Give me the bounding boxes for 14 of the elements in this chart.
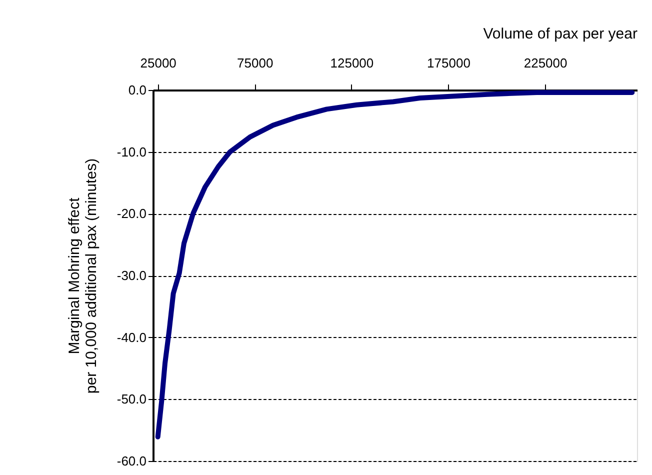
- y-tick-label: -10.0: [116, 144, 146, 160]
- y-tick-label: 0.0: [128, 82, 146, 98]
- y-tick-label: -20.0: [116, 206, 146, 222]
- x-tick-label: 175000: [427, 56, 470, 70]
- x-tick-label: 125000: [330, 56, 374, 70]
- y-tick-label: -50.0: [116, 392, 146, 407]
- y-tick-label: -40.0: [116, 330, 146, 345]
- x-tick-label: 75000: [237, 56, 274, 70]
- x-tick-label: 25000: [140, 56, 176, 70]
- y-tick-label: -60.0: [116, 454, 146, 468]
- y-tick-label: -30.0: [116, 268, 146, 283]
- x-axis-title: Volume of pax per year: [483, 26, 638, 42]
- x-tick-label: 225000: [524, 56, 568, 70]
- y-axis-title: Marginal Mohring effect per 10,000 additional pax (minutes): [66, 158, 100, 394]
